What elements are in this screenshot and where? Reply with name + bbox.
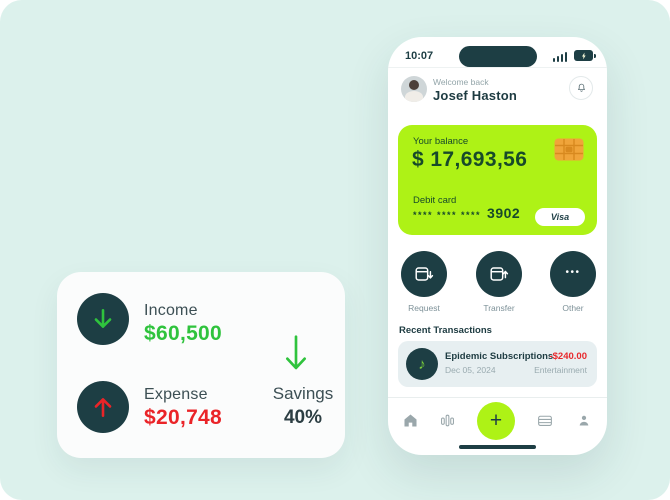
- ellipsis-icon: •••: [565, 267, 581, 278]
- avatar-body: [405, 91, 423, 102]
- recent-transactions-heading: Recent Transactions: [399, 325, 492, 336]
- arrow-down-icon: [94, 309, 112, 328]
- nav-profile-button[interactable]: [576, 412, 593, 429]
- nav-add-button[interactable]: +: [477, 402, 515, 440]
- transaction-date: Dec 05, 2024: [445, 365, 496, 375]
- nav-divider: [388, 397, 607, 398]
- avatar-head: [409, 80, 419, 90]
- card-number-masked: **** **** ****: [413, 210, 482, 220]
- card-arrow-down-icon: [415, 267, 434, 281]
- balance-amount: $ 17,693,56: [412, 148, 528, 171]
- home-icon: [404, 414, 417, 427]
- balance-card[interactable]: Your balance $ 17,693,56 Debit card ****…: [398, 125, 597, 235]
- person-icon: [579, 415, 589, 426]
- transaction-category: Entertainment: [534, 365, 587, 375]
- music-note-icon: ♪: [406, 348, 438, 380]
- card-number-last4: 3902: [487, 205, 521, 221]
- income-arrow-badge: [77, 293, 129, 345]
- card-arrow-up-icon: [490, 267, 509, 281]
- nav-cards-button[interactable]: [536, 412, 553, 429]
- expense-value: $20,748: [144, 406, 223, 429]
- statusbar-divider: [388, 67, 607, 68]
- visa-label: Visa: [550, 212, 570, 222]
- savings-label: Savings: [272, 384, 334, 403]
- bell-icon: [577, 83, 585, 92]
- battery-icon: [574, 50, 596, 61]
- phone-mockup: 10:07 Welcome back Josef Haston Your bal…: [388, 37, 607, 455]
- notifications-button[interactable]: [569, 76, 593, 100]
- request-button[interactable]: [401, 251, 447, 297]
- dynamic-island: [458, 46, 537, 67]
- welcome-text: Welcome back: [433, 77, 489, 87]
- credit-card-icon: [538, 415, 552, 426]
- status-time: 10:07: [405, 50, 434, 62]
- bar-chart-icon: [441, 414, 454, 427]
- transfer-label: Transfer: [483, 303, 515, 313]
- nav-home-button[interactable]: [402, 412, 419, 429]
- balance-label: Your balance: [413, 136, 469, 147]
- avatar[interactable]: [401, 76, 427, 102]
- transaction-amount: -$240.00: [549, 351, 587, 362]
- card-number: **** **** **** 3902: [413, 205, 520, 221]
- plus-icon: +: [489, 408, 503, 432]
- user-name: Josef Haston: [433, 88, 518, 103]
- other-label: Other: [562, 303, 584, 313]
- visa-badge: Visa: [535, 208, 585, 226]
- expense-arrow-badge: [77, 381, 129, 433]
- home-indicator: [459, 445, 536, 449]
- savings-value: 40%: [283, 407, 323, 428]
- savings-arrow-down-icon: [279, 334, 313, 374]
- arrow-up-icon: [94, 398, 112, 417]
- other-button[interactable]: •••: [550, 251, 596, 297]
- transfer-button[interactable]: [476, 251, 522, 297]
- stats-summary-card: Income $60,500 Expense $20,748 Savings 4…: [57, 272, 345, 458]
- transaction-row[interactable]: ♪ Epidemic Subscriptions Dec 05, 2024 -$…: [398, 341, 597, 387]
- card-chip-icon: [554, 138, 584, 161]
- income-value: $60,500: [144, 322, 223, 345]
- transaction-title: Epidemic Subscriptions: [445, 351, 554, 362]
- income-label: Income: [144, 302, 198, 319]
- debit-card-label: Debit card: [413, 195, 457, 206]
- expense-label: Expense: [144, 386, 208, 403]
- nav-stats-button[interactable]: [439, 412, 456, 429]
- request-label: Request: [408, 303, 440, 313]
- signal-icon: [552, 52, 567, 62]
